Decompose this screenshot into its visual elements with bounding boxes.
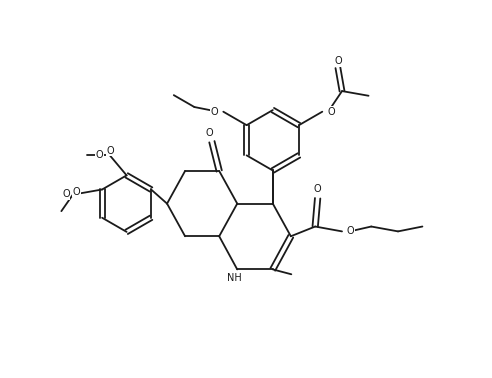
Text: O: O <box>347 226 355 236</box>
Text: NH: NH <box>227 273 242 283</box>
Text: O: O <box>334 56 342 67</box>
Text: O: O <box>314 184 321 195</box>
Text: O: O <box>327 107 335 117</box>
Text: O: O <box>62 189 70 199</box>
Text: O: O <box>73 187 80 197</box>
Text: O: O <box>206 129 213 138</box>
Text: O: O <box>96 150 103 160</box>
Text: O: O <box>211 107 218 117</box>
Text: O: O <box>106 146 114 156</box>
